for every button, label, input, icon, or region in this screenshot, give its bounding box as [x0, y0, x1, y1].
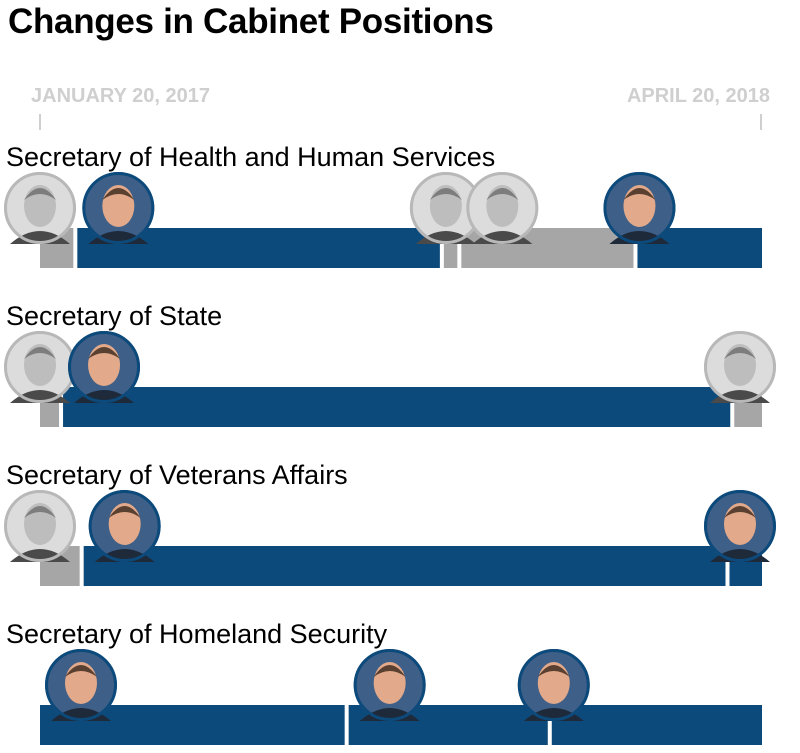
chart-title: Changes in Cabinet Positions [8, 2, 494, 41]
position-row: Secretary of Veterans Affairs [4, 460, 776, 586]
official-portrait [4, 172, 76, 244]
position-title: Secretary of State [6, 301, 222, 331]
timeline-end-label: APRIL 20, 2018 [626, 85, 770, 107]
position-title: Secretary of Veterans Affairs [6, 460, 348, 490]
timeline-start-tick [39, 114, 41, 130]
official-portrait [45, 649, 117, 721]
tenure-portraits [4, 331, 776, 403]
tenure-bar-confirmed [63, 387, 731, 427]
tenure-portraits [45, 649, 590, 721]
position-row: Secretary of Health and Human Services [4, 142, 762, 268]
official-portrait [466, 172, 539, 244]
official-portrait [704, 490, 776, 562]
official-portrait [409, 172, 482, 244]
tenure-bar-confirmed [551, 705, 762, 745]
position-title: Secretary of Health and Human Services [6, 142, 495, 172]
tenure-bar-confirmed [83, 546, 726, 586]
position-row: Secretary of State [4, 301, 776, 427]
official-portrait [4, 331, 76, 403]
official-portrait [4, 490, 76, 562]
official-portrait [88, 490, 161, 562]
official-portrait [68, 331, 141, 403]
tenure-portraits [4, 172, 676, 244]
official-portrait [82, 172, 155, 244]
official-portrait [517, 649, 590, 721]
position-row: Secretary of Homeland Security [6, 619, 762, 745]
official-portrait [603, 172, 676, 244]
tenure-portraits [4, 490, 776, 562]
official-portrait [353, 649, 426, 721]
timeline-end-tick [760, 114, 762, 130]
timeline-start-label: JANUARY 20, 2017 [31, 85, 210, 107]
official-portrait [704, 331, 776, 403]
tenure-bars [40, 387, 762, 427]
position-title: Secretary of Homeland Security [6, 619, 388, 649]
